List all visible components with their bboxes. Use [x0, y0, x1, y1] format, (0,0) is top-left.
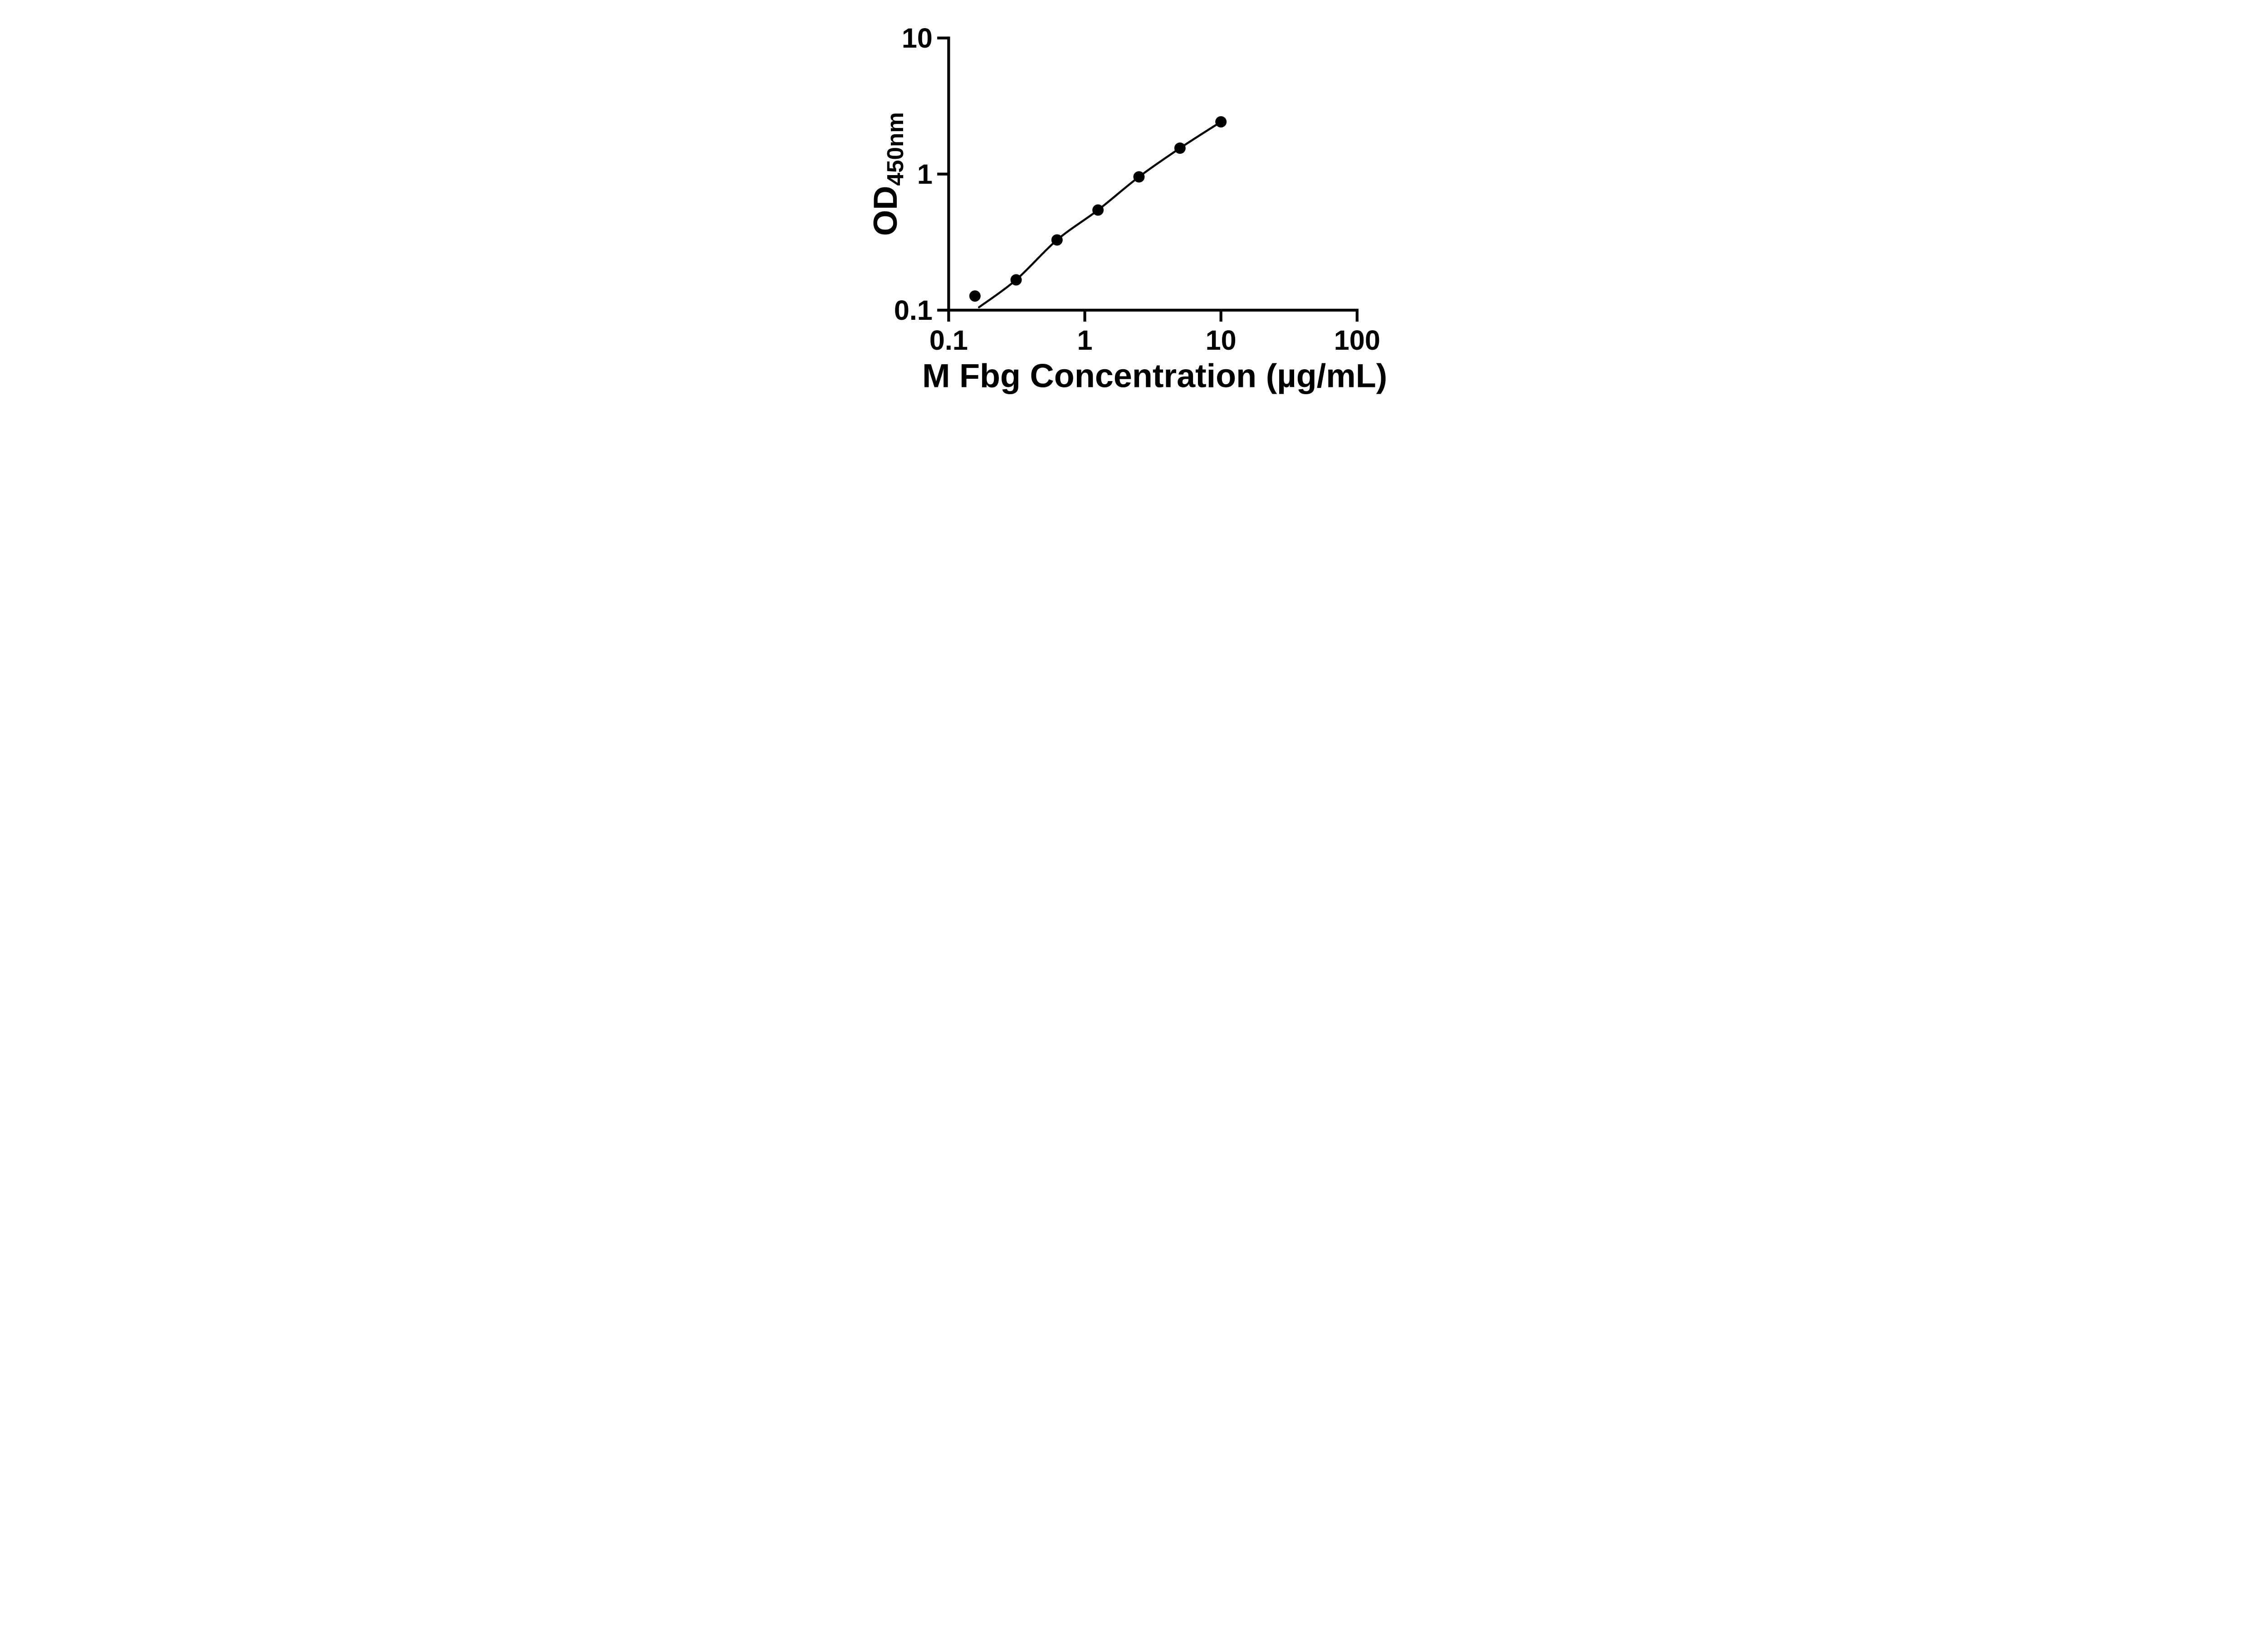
x-tick-label-0.1: 0.1	[929, 325, 968, 356]
x-tick-label-1: 1	[1077, 325, 1093, 356]
elisa-standard-curve-figure: 0.1 1 10 0.1 1 10 100 M Fbg Concentration (µg/…	[849, 0, 1419, 408]
y-tick-label-10: 10	[902, 23, 933, 54]
x-tick-label-100: 100	[1334, 325, 1380, 356]
data-point	[1215, 116, 1227, 128]
y-axis-title: OD450nm	[866, 112, 908, 236]
y-axis-title-subscript: 450nm	[882, 112, 908, 186]
y-tick-label-1: 1	[917, 159, 933, 190]
chart-canvas: 0.1 1 10 0.1 1 10 100 M Fbg Concentration (µg/…	[849, 0, 1419, 408]
x-axis-title: M Fbg Concentration (µg/mL)	[922, 357, 1387, 394]
x-tick-label-10: 10	[1206, 325, 1237, 356]
data-point	[969, 290, 981, 302]
axes-layer	[947, 36, 1359, 312]
data-point	[1133, 171, 1145, 183]
tick-label-layer: 0.1 1 10 0.1 1 10 100	[894, 23, 1380, 356]
data-point	[1051, 234, 1063, 246]
data-point	[1092, 204, 1104, 216]
data-point	[1174, 142, 1186, 154]
y-tick-label-0.1: 0.1	[894, 295, 933, 326]
data-points-layer	[969, 116, 1227, 302]
data-point	[1010, 274, 1022, 286]
tick-layer	[937, 36, 1359, 322]
y-axis-title-main: OD	[866, 186, 904, 236]
